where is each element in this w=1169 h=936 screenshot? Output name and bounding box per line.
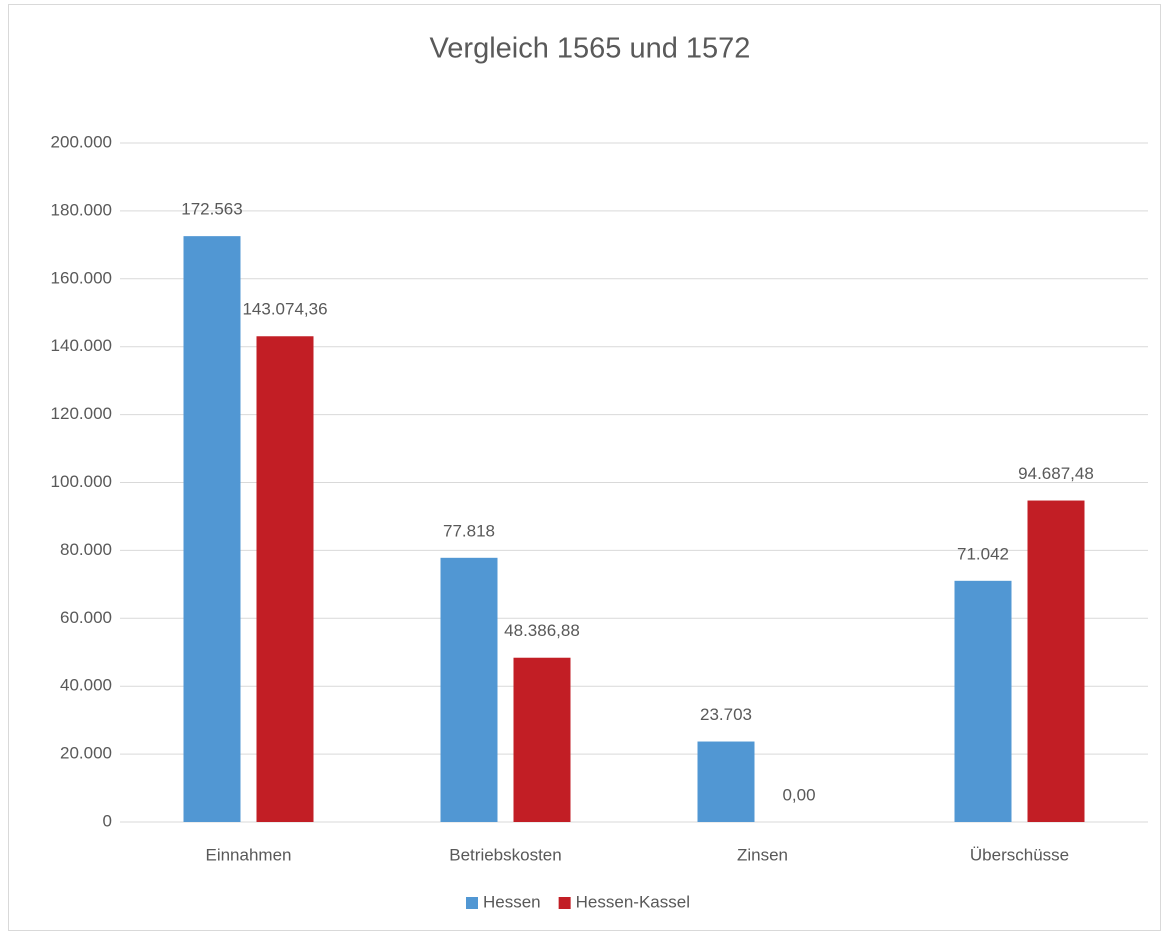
y-tick-label: 140.000: [51, 336, 112, 355]
y-tick-label: 200.000: [51, 132, 112, 151]
data-label: 0,00: [782, 785, 815, 804]
data-label: 77.818: [443, 521, 495, 540]
y-tick-label: 80.000: [60, 540, 112, 559]
y-tick-label: 20.000: [60, 744, 112, 763]
y-tick-label: 0: [103, 811, 112, 830]
bar: [1027, 500, 1085, 822]
y-tick-label: 180.000: [51, 200, 112, 219]
legend-swatch: [466, 897, 478, 909]
data-label: 94.687,48: [1018, 464, 1094, 483]
bar: [183, 236, 241, 822]
y-tick-label: 60.000: [60, 608, 112, 627]
data-label: 71.042: [957, 544, 1009, 563]
bar: [256, 336, 314, 822]
x-tick-label: Zinsen: [737, 845, 788, 864]
data-label: 172.563: [181, 200, 242, 219]
y-tick-label: 100.000: [51, 472, 112, 491]
legend-label: Hessen: [483, 892, 541, 911]
data-label: 143.074,36: [242, 300, 327, 319]
data-label: 48.386,88: [504, 621, 580, 640]
y-tick-label: 120.000: [51, 404, 112, 423]
x-tick-label: Einnahmen: [205, 845, 291, 864]
data-label: 23.703: [700, 705, 752, 724]
x-tick-label: Betriebskosten: [449, 845, 561, 864]
legend-label: Hessen-Kassel: [576, 892, 690, 911]
y-tick-label: 160.000: [51, 268, 112, 287]
bar: [513, 657, 571, 822]
bar: [440, 557, 498, 822]
bar: [697, 741, 755, 822]
x-tick-label: Überschüsse: [970, 845, 1069, 864]
chart-title: Vergleich 1565 und 1572: [430, 33, 751, 65]
bar: [954, 580, 1012, 822]
legend-swatch: [558, 897, 571, 909]
y-tick-label: 40.000: [60, 676, 112, 695]
